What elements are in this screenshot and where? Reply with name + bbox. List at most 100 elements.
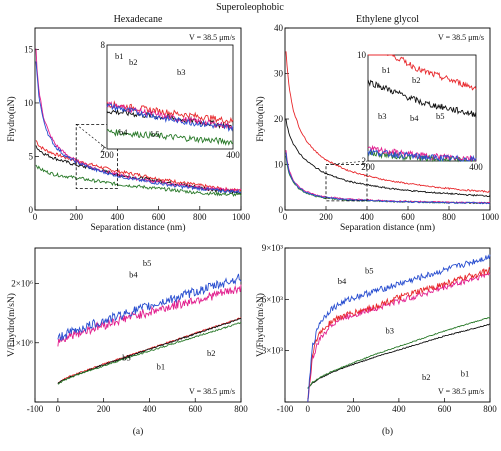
series-b3-line <box>285 155 491 205</box>
x-tick-label: 400 <box>360 212 374 222</box>
series-label-b3: b3 <box>386 326 395 336</box>
x-tick-label: 0 <box>56 404 61 414</box>
x-tick-label: 0 <box>33 212 38 222</box>
x-tick-label: 400 <box>111 212 125 222</box>
series-label-b5: b5 <box>365 266 374 276</box>
series-label-b4: b4 <box>129 270 138 280</box>
y-tick-label: 20 <box>274 114 284 124</box>
inset-label-b3: b3 <box>177 67 186 77</box>
zoom-leader <box>325 160 369 165</box>
plot-frame <box>34 247 242 403</box>
y-tick-label: 10 <box>274 160 284 170</box>
chart-top-left: Hexadecane 0 200 400 600 800 1000 0 5 10 15 Separat… <box>6 14 251 233</box>
series-b2-line <box>285 118 491 197</box>
series-b4-line <box>307 266 491 403</box>
chart-bottom-right: -100 0 200 400 600 800 3×10³ 6×10³ 9×10³ V/Fhydro… <box>255 243 497 437</box>
y-tick-label: 1×10⁶ <box>11 338 33 348</box>
series-b5-line <box>35 61 242 194</box>
inset-label-b2: b2 <box>412 75 421 85</box>
x-axis-label: Separation distance (nm) <box>340 222 435 233</box>
panel-label: (b) <box>382 426 393 437</box>
series-b5-line <box>57 273 242 342</box>
plot-frame <box>34 27 242 211</box>
inset-x-tick-label: 400 <box>469 162 483 172</box>
x-tick-label: 800 <box>193 212 207 222</box>
y-axis-label: Fhydro(nN) <box>255 96 266 141</box>
inset-series-b1-line <box>368 54 477 91</box>
inset-frame <box>367 54 477 162</box>
y-axis-label: V/Fhydro(m/sN) <box>255 293 266 357</box>
y-tick-label: 15 <box>24 44 34 54</box>
series-label-b4: b4 <box>338 276 347 286</box>
y-tick-label: 40 <box>274 23 284 33</box>
speed-annotation: V = 38.5 μm/s <box>438 387 484 396</box>
x-tick-label: 200 <box>97 404 111 414</box>
inset-label-b4: b4 <box>410 113 419 123</box>
y-tick-label: 6×10³ <box>262 294 284 304</box>
inset-y-tick-label: 8 <box>101 40 106 50</box>
series-label-b1: b1 <box>461 368 470 378</box>
inset-x-tick-label: 200 <box>100 150 114 160</box>
inset-series-b5-line <box>106 102 234 132</box>
zoom-box <box>325 164 368 202</box>
inset-label-b3: b3 <box>378 111 387 121</box>
chart-bottom-left: -100 0 200 400 600 800 1×10⁶ 2×10⁶ V/Fhydro(m/sN… <box>6 247 248 437</box>
inset-y-tick-label: 2 <box>101 144 106 154</box>
series-b3-line <box>57 322 242 385</box>
x-tick-label: 1000 <box>232 212 251 222</box>
series-label-b2: b2 <box>207 348 216 358</box>
inset-label-b5: b5 <box>151 129 160 139</box>
y-tick-label: 0 <box>279 205 284 215</box>
panel-title: Ethylene glycol <box>356 14 419 25</box>
x-tick-label: 200 <box>69 212 83 222</box>
series-b3-line <box>35 164 242 197</box>
inset-series-b4-line <box>367 144 477 163</box>
series-label-b5: b5 <box>143 258 152 268</box>
y-axis-label: V/Fhydro(m/sN) <box>6 293 17 357</box>
series-label-b2: b2 <box>422 372 431 382</box>
inset-series-b1-line <box>106 100 234 124</box>
x-tick-label: 600 <box>188 404 202 414</box>
x-tick-label: 600 <box>438 404 452 414</box>
inset-label-b5: b5 <box>436 111 445 121</box>
figure-title: Superoleophobic <box>216 2 284 13</box>
series-b5-line <box>307 254 491 403</box>
zoom-leader <box>76 124 108 150</box>
series-b2-line <box>35 145 242 195</box>
y-tick-label: 3×10³ <box>262 346 284 356</box>
x-tick-label: 800 <box>483 404 497 414</box>
y-tick-label: 30 <box>274 69 284 79</box>
inset-label-b2: b2 <box>129 57 138 67</box>
inset-y-tick-label: 2 <box>362 156 367 166</box>
speed-annotation: V = 38.5 μm/s <box>189 387 235 396</box>
x-tick-label: 400 <box>143 404 157 414</box>
y-tick-label: 5 <box>29 151 34 161</box>
inset-frame <box>106 44 234 150</box>
x-tick-label: 0 <box>306 404 311 414</box>
x-axis-label: Separation distance (nm) <box>91 222 186 233</box>
inset-label-b4: b4 <box>119 127 128 137</box>
inset-x-tick-label: 400 <box>226 150 240 160</box>
speed-annotation: V = 38.5 μm/s <box>189 33 235 42</box>
x-tick-label: 0 <box>283 212 288 222</box>
series-label-b3: b3 <box>122 353 131 363</box>
chart-top-right: Ethylene glycol 0 200 400 600 800 1000 0 10 20 30 4… <box>255 14 500 233</box>
inset-x-tick-label: 200 <box>361 162 375 172</box>
panel-label: (a) <box>133 426 144 437</box>
y-tick-label: 10 <box>24 98 34 108</box>
x-tick-label: 600 <box>152 212 166 222</box>
x-tick-label: 1000 <box>481 212 500 222</box>
series-b3-line <box>307 272 491 403</box>
x-tick-label: 600 <box>401 212 415 222</box>
series-b2-line <box>307 316 491 389</box>
x-tick-label: -100 <box>27 404 44 414</box>
zoom-box <box>75 123 118 189</box>
series-b5-line <box>285 152 491 205</box>
x-tick-label: 400 <box>392 404 406 414</box>
inset-label-b1: b1 <box>115 51 124 61</box>
speed-annotation: V = 38.5 μm/s <box>438 33 484 42</box>
x-tick-label: 200 <box>319 212 333 222</box>
inset-series-b3-line <box>106 128 234 146</box>
inset-series-b2-line <box>367 79 477 118</box>
series-label-b1: b1 <box>157 361 166 371</box>
